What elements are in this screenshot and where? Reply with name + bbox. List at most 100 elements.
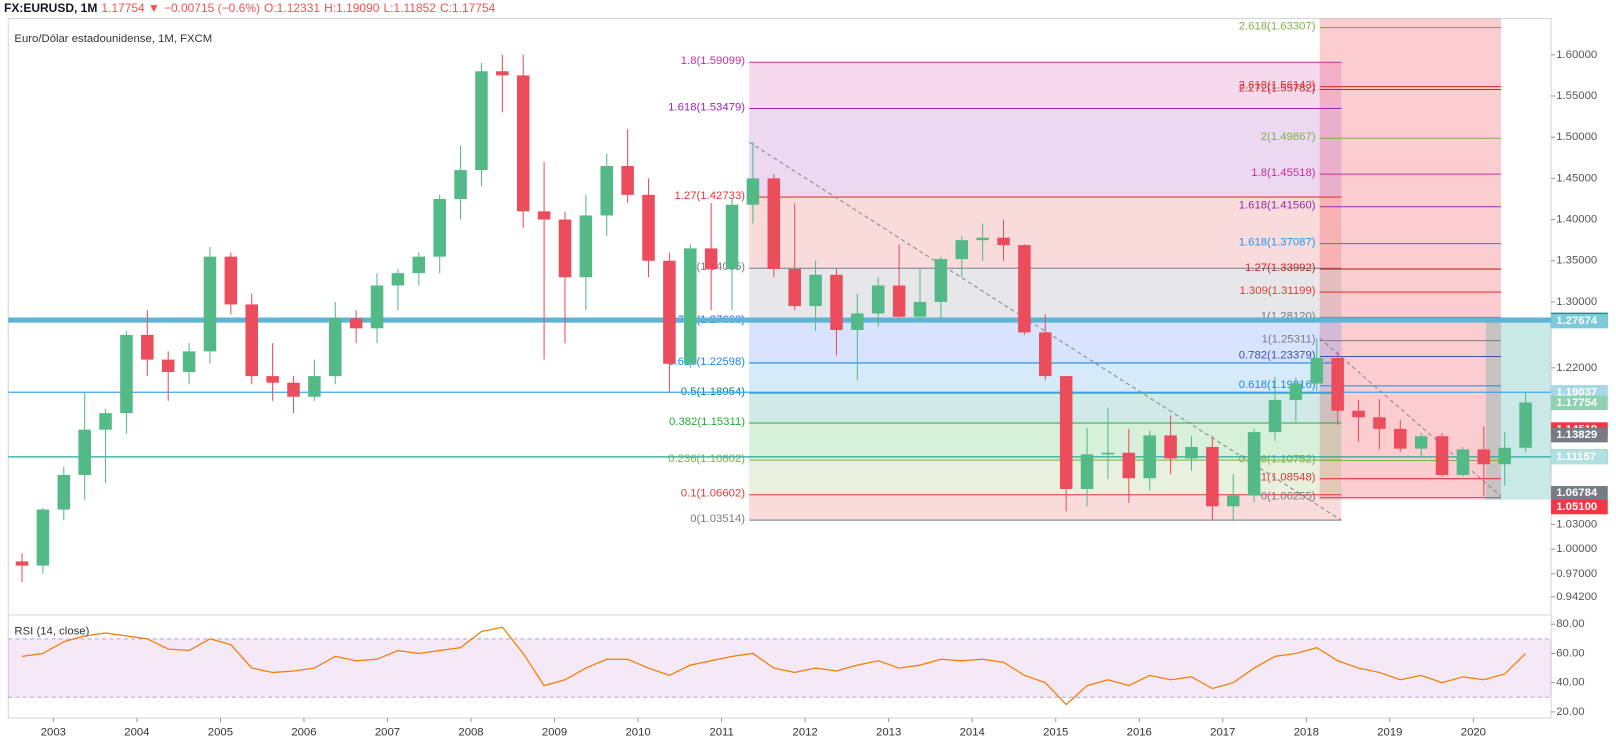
fib-zone: [749, 392, 1342, 423]
candle-body: [308, 376, 321, 397]
x-tick-label: 2016: [1127, 726, 1152, 738]
fib-label: 1.27(1.42733): [674, 190, 745, 202]
fib-label: 2.272(1.55782): [1239, 83, 1316, 95]
fib-zone: [749, 197, 1342, 269]
x-tick-label: 2010: [625, 726, 650, 738]
candle-body: [1498, 447, 1511, 465]
candle-body: [851, 313, 864, 330]
fib-zone: [749, 268, 1342, 322]
candle-body: [684, 248, 697, 364]
price-tag-label: 1.27674: [1556, 315, 1598, 327]
x-tick-label: 2009: [542, 726, 567, 738]
y-tick-label: 1.45000: [1556, 172, 1597, 184]
box: [1319, 18, 1501, 500]
candle-body: [1059, 376, 1073, 489]
y-tick-label: 80.00: [1556, 618, 1584, 630]
fib-label: 0(1.06255): [1261, 491, 1316, 503]
candle-body: [1456, 449, 1470, 475]
candle-body: [767, 178, 781, 269]
fib-label: 0.782(1.23379): [1239, 349, 1316, 361]
rsi-line: [21, 626, 1527, 706]
candle-body: [725, 204, 739, 269]
grid-layer: [8, 638, 1552, 698]
x-tick-label: 2011: [709, 726, 733, 738]
candle-body: [1226, 495, 1240, 507]
candle-body: [266, 376, 279, 383]
fib-label: 0.382(1.15311): [669, 416, 745, 428]
candle-body: [600, 166, 614, 216]
candle-body: [537, 211, 551, 220]
candle-body: [203, 256, 217, 352]
y-tick-label: 0.94200: [1556, 591, 1597, 603]
candle-body: [475, 71, 488, 171]
trend-line: [1319, 337, 1502, 497]
candle-body: [1519, 402, 1532, 448]
candle-body: [161, 359, 175, 372]
candle-body: [99, 413, 112, 430]
price-tag-label: 1.17754: [1556, 397, 1598, 409]
fib-label: 0(1.03514): [690, 513, 745, 525]
candle-body: [224, 256, 238, 305]
candle-body: [1477, 449, 1491, 465]
fib-label: 1.618(1.41560): [1239, 200, 1316, 212]
candle-body: [1247, 432, 1261, 496]
chart-title: Euro/Dólar estadounidense, 1M, FXCM: [14, 33, 212, 45]
fib-label: 1.8(1.45518): [1251, 167, 1315, 179]
candle-body: [1039, 332, 1052, 377]
fib-label: 2(1.49867): [1261, 131, 1316, 143]
header: FX:EURUSD, 1M 1.17754 ▼ −0.00715 (−0.6%) O:…: [4, 0, 499, 16]
x-tick-label: 2008: [458, 726, 483, 738]
x-tick-label: 2019: [1377, 726, 1402, 738]
candle-body: [245, 304, 259, 377]
header-item: −0.00715 (−0.6%): [163, 1, 261, 15]
fib-layer: 0(1.03514) 0.1(1.06602) 0.236(1.10802) 0.38…: [8, 21, 1552, 525]
price-tag-label: 1.11157: [1556, 451, 1596, 463]
candle-body: [1352, 410, 1365, 418]
candle-body: [976, 237, 989, 241]
trend-line: [748, 141, 1342, 521]
candle-body: [788, 268, 801, 307]
price-tag: [1551, 427, 1608, 443]
fib-label: 0.618(1.19816): [1239, 379, 1316, 391]
price-tag-label: 1.13829: [1556, 429, 1597, 441]
top-layer: 1.278261.276741.190371.177541.145191.138…: [1551, 312, 1608, 515]
candle-body: [496, 71, 509, 76]
candle-body: [120, 334, 133, 414]
candle-body: [1414, 436, 1428, 449]
fib-label: 0.236(1.10802): [668, 453, 745, 465]
price-tag-label: 1.05100: [1556, 501, 1597, 513]
y-tick-label: 1.00000: [1556, 543, 1597, 555]
candle-body: [955, 240, 969, 260]
y-tick-label: 1.55000: [1556, 90, 1597, 102]
line-layer: [21, 626, 1527, 706]
box: [1485, 320, 1552, 500]
candle-body: [412, 256, 426, 274]
y-tick-label: 60.00: [1556, 647, 1584, 659]
candle-body: [704, 248, 718, 269]
header-item: 1.17754 ▼: [101, 1, 160, 15]
x-tick-label: 2003: [41, 726, 66, 738]
candle-body: [1289, 383, 1303, 400]
candle-body: [809, 274, 822, 307]
fib-label: 1(1.28120): [1261, 310, 1316, 322]
candle-body: [1373, 417, 1386, 429]
fib-label: 0.1(1.06602): [681, 488, 745, 500]
fib-label: 1.27(1.33992): [1245, 262, 1316, 274]
candle-body: [1143, 435, 1156, 479]
x-tick-label: 2012: [793, 726, 818, 738]
bg-layer: [8, 18, 1552, 698]
x-tick-label: 2015: [1043, 726, 1068, 738]
price-tag: [1551, 313, 1608, 329]
fib-label: 1.8(1.59099): [681, 55, 745, 67]
candle-body: [1122, 452, 1136, 479]
candle-body: [1080, 454, 1094, 489]
x-tick-label: 2020: [1461, 726, 1486, 738]
y-tick-label: 1.30000: [1556, 296, 1597, 308]
rsi-band: [8, 638, 1552, 698]
candle-body: [913, 301, 927, 317]
candle-body: [516, 75, 530, 212]
candle-body: [1185, 446, 1198, 459]
fib-label: 0.1(1.08548): [1251, 472, 1315, 484]
fib-zone: [749, 460, 1342, 495]
